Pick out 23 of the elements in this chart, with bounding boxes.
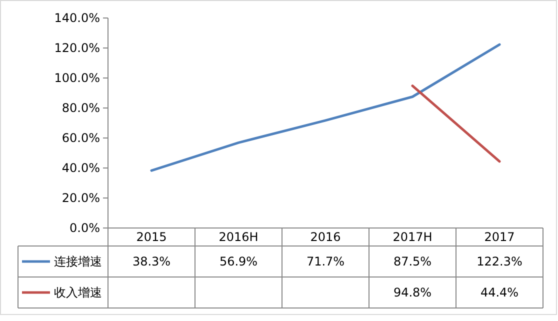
y-tick-label: 140.0% <box>54 11 100 26</box>
text: 44.4% <box>480 286 519 300</box>
y-tick-label: 20.0% <box>62 191 100 206</box>
y-tick-label: 40.0% <box>62 161 100 176</box>
y-tick-label: 80.0% <box>62 101 100 116</box>
x-tick-label: 2017H <box>392 230 432 244</box>
x-tick-label: 2015 <box>136 230 167 244</box>
legend-label: 连接增速 <box>54 254 102 269</box>
legend-label: 收入增速 <box>54 286 102 300</box>
x-tick-label: 2017 <box>484 230 515 244</box>
text: 94.8% <box>393 286 432 300</box>
y-tick-label: 60.0% <box>62 131 100 146</box>
x-tick-label: 2016H <box>218 230 258 244</box>
text: 122.3% <box>476 254 522 269</box>
x-tick-label: 2016 <box>310 230 341 244</box>
y-tick-label: 120.0% <box>54 41 100 56</box>
text: 87.5% <box>393 254 432 269</box>
text: 38.3% <box>132 254 171 269</box>
text: 56.9% <box>219 254 258 269</box>
line-series <box>150 43 501 172</box>
text: 71.7% <box>306 254 345 269</box>
y-tick-label: 0.0% <box>70 221 100 236</box>
y-tick-label: 100.0% <box>54 71 100 86</box>
